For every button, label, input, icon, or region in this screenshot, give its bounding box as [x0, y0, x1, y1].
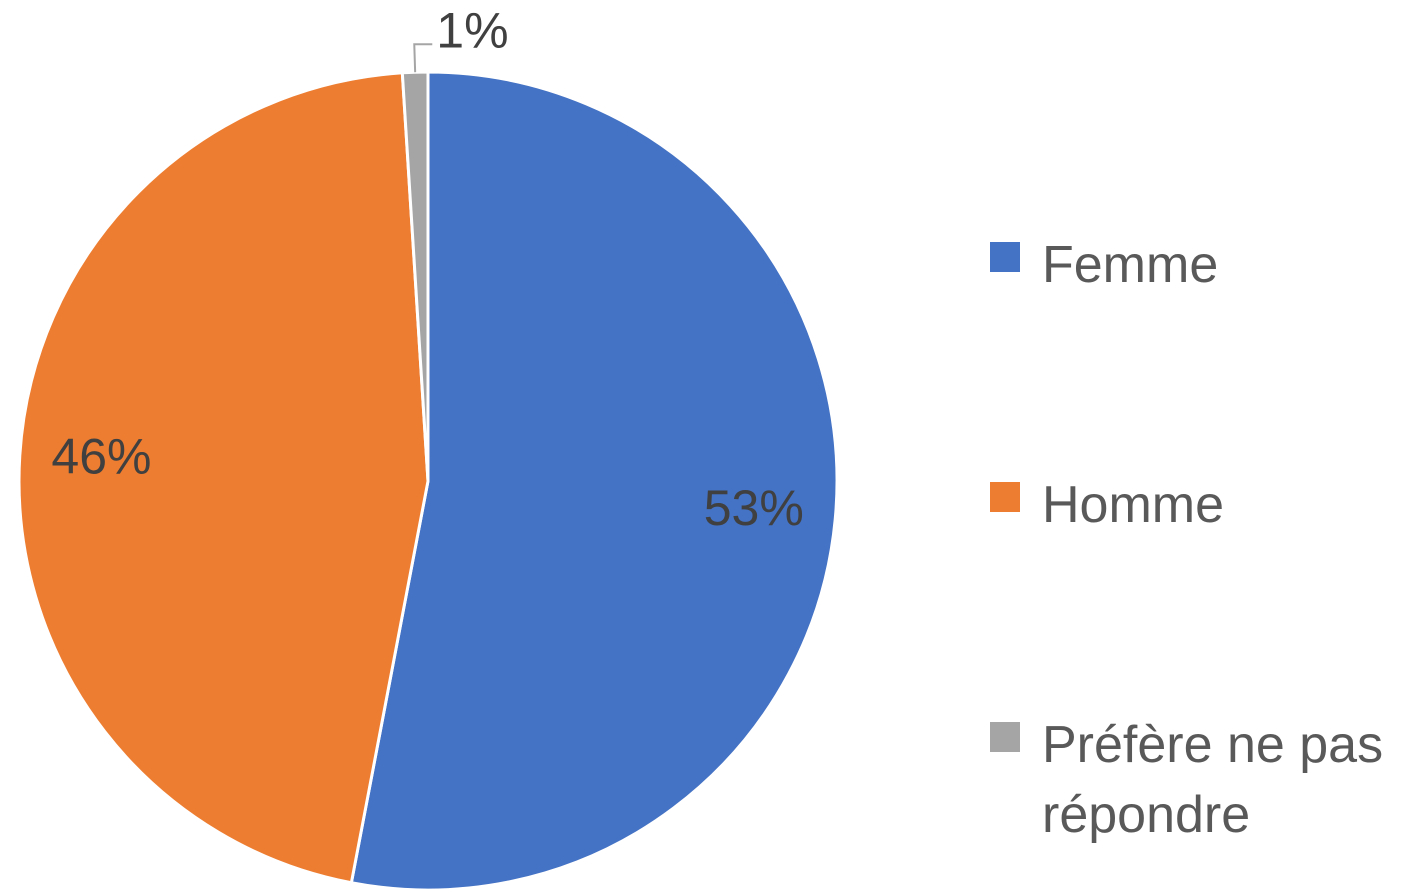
leader-line — [413, 43, 433, 73]
pie-slice — [17, 71, 430, 885]
pie-area: 53% 46% 1% — [17, 2, 839, 892]
legend-label: Femme — [1042, 236, 1219, 294]
pie-slice — [349, 70, 839, 892]
legend-swatch — [990, 482, 1020, 512]
pie-slice — [400, 70, 430, 482]
data-label: 46% — [51, 429, 151, 485]
data-label: 1% — [436, 2, 508, 58]
legend-item: Homme — [990, 470, 1425, 540]
data-label: 53% — [704, 480, 804, 536]
legend-swatch — [990, 242, 1020, 272]
legend-swatch — [990, 722, 1020, 752]
legend-label: Homme — [1042, 476, 1225, 534]
legend-item: Préfère ne pas répondre — [990, 710, 1425, 850]
legend-label: Préfère ne pas répondre — [1042, 716, 1384, 844]
legend-item: Femme — [990, 230, 1425, 300]
